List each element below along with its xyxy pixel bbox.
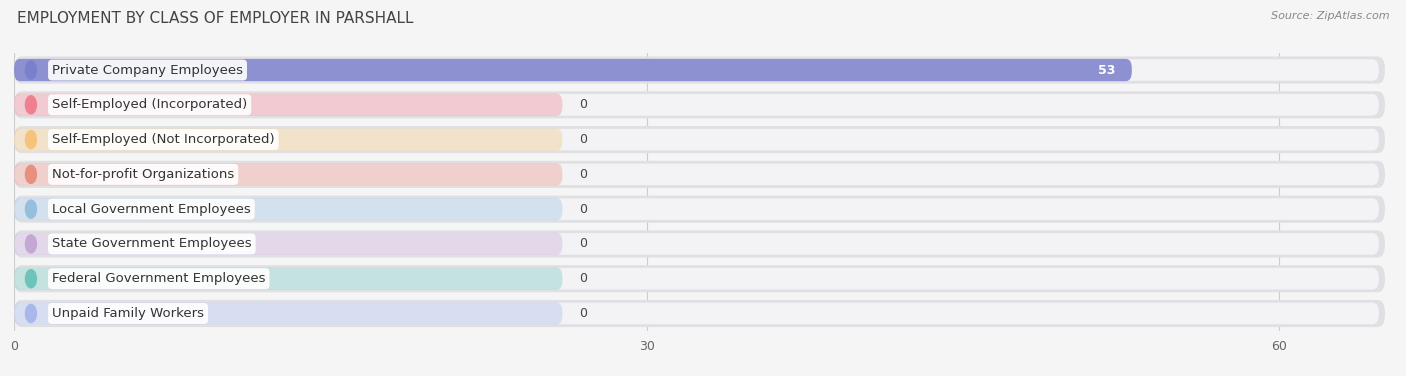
Text: Self-Employed (Not Incorporated): Self-Employed (Not Incorporated) [52,133,274,146]
FancyBboxPatch shape [14,129,562,151]
FancyBboxPatch shape [14,161,1385,188]
FancyBboxPatch shape [15,268,1379,290]
FancyBboxPatch shape [15,233,1379,255]
FancyBboxPatch shape [14,265,1385,292]
Text: EMPLOYMENT BY CLASS OF EMPLOYER IN PARSHALL: EMPLOYMENT BY CLASS OF EMPLOYER IN PARSH… [17,11,413,26]
FancyBboxPatch shape [14,91,1385,118]
Text: State Government Employees: State Government Employees [52,237,252,250]
Circle shape [25,235,37,253]
FancyBboxPatch shape [14,126,1385,153]
Text: Unpaid Family Workers: Unpaid Family Workers [52,307,204,320]
Text: 0: 0 [579,98,588,111]
Text: Local Government Employees: Local Government Employees [52,203,250,216]
Text: 0: 0 [579,133,588,146]
FancyBboxPatch shape [14,163,562,185]
Circle shape [25,305,37,323]
FancyBboxPatch shape [14,59,1132,81]
FancyBboxPatch shape [15,164,1379,185]
Circle shape [25,96,37,114]
Circle shape [25,270,37,288]
Text: 0: 0 [579,168,588,181]
Circle shape [25,61,37,79]
FancyBboxPatch shape [15,59,1379,81]
Text: 0: 0 [579,203,588,216]
Text: 0: 0 [579,237,588,250]
Text: 0: 0 [579,307,588,320]
Circle shape [25,130,37,149]
Circle shape [25,200,37,218]
Text: 0: 0 [579,272,588,285]
Text: Source: ZipAtlas.com: Source: ZipAtlas.com [1271,11,1389,21]
FancyBboxPatch shape [14,198,562,220]
FancyBboxPatch shape [14,233,562,255]
FancyBboxPatch shape [14,268,562,290]
Text: Not-for-profit Organizations: Not-for-profit Organizations [52,168,235,181]
Text: Private Company Employees: Private Company Employees [52,64,243,77]
Text: Federal Government Employees: Federal Government Employees [52,272,266,285]
FancyBboxPatch shape [14,302,562,324]
FancyBboxPatch shape [15,199,1379,220]
FancyBboxPatch shape [14,94,562,116]
FancyBboxPatch shape [14,230,1385,258]
FancyBboxPatch shape [15,94,1379,115]
Circle shape [25,165,37,183]
Text: 53: 53 [1098,64,1115,77]
Text: Self-Employed (Incorporated): Self-Employed (Incorporated) [52,98,247,111]
FancyBboxPatch shape [15,303,1379,324]
FancyBboxPatch shape [14,56,1385,83]
FancyBboxPatch shape [14,196,1385,223]
FancyBboxPatch shape [14,300,1385,327]
FancyBboxPatch shape [15,129,1379,150]
